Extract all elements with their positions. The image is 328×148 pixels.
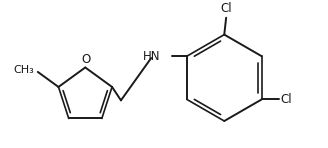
Text: CH₃: CH₃ [13,65,34,75]
Text: Cl: Cl [220,2,232,15]
Text: HN: HN [143,50,160,63]
Text: O: O [82,53,91,66]
Text: Cl: Cl [280,93,292,106]
